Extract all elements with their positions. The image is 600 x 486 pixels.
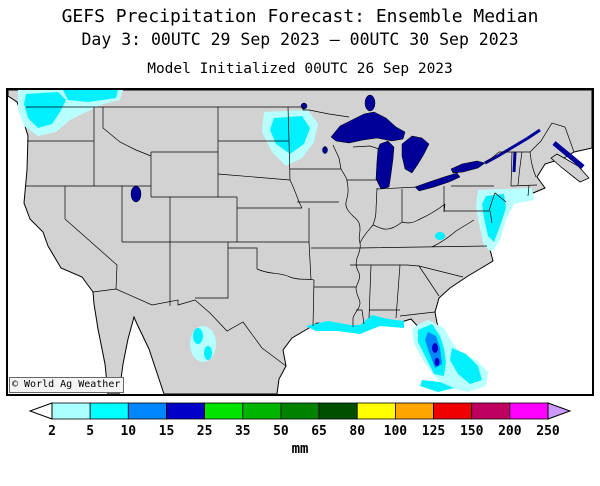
- lake-michigan: [375, 140, 395, 190]
- colorbar-segment: [394, 402, 434, 420]
- colorbar-tick-label: 100: [384, 424, 408, 439]
- colorbar-right-arrow: [547, 402, 572, 420]
- colorbar-segment: [242, 402, 282, 420]
- colorbar-svg: 2 5 10 15 25 35 50 65 80 100 125 150 200 250: [28, 402, 572, 439]
- lake-erie: [414, 172, 461, 192]
- great-salt-lake: [130, 185, 142, 203]
- lakes: [130, 94, 585, 203]
- colorbar-tick-label: 250: [536, 424, 560, 439]
- colorbar-segment: [509, 402, 549, 420]
- us-map-svg: [8, 90, 592, 394]
- lake-nipigon: [364, 94, 376, 112]
- mexico-border: [92, 288, 287, 367]
- bay-of-fundy: [552, 141, 585, 169]
- western-state-lines: [25, 106, 379, 306]
- colorbar-segment: [127, 402, 167, 420]
- colorbar-segment: [51, 402, 91, 420]
- small-lake-minnesota: [322, 146, 328, 154]
- colorbar-segment: [433, 402, 473, 420]
- colorbar-segment: [356, 402, 396, 420]
- canada-border: [26, 106, 575, 164]
- colorbar-tick-label: 80: [349, 424, 365, 439]
- colorbar-tick-label: 15: [159, 424, 175, 439]
- precip-texas-spot1: [193, 328, 203, 344]
- colorbar-tick-label: 25: [197, 424, 213, 439]
- colorbar-tick-label: 5: [86, 424, 94, 439]
- precip-florida-navy2: [434, 358, 440, 366]
- state-borders: [25, 106, 575, 367]
- forecast-map: © World Ag Weather: [6, 88, 594, 396]
- colorbar-segment: [166, 402, 206, 420]
- precip-gulfcoast-band: [306, 315, 404, 334]
- precip-keys-strip: [420, 380, 454, 392]
- colorbar-segment: [204, 402, 244, 420]
- lake-champlain: [512, 151, 517, 173]
- precip-bahamas-blob: [450, 348, 482, 384]
- colorbar-segment: [471, 402, 511, 420]
- lake-of-the-woods: [300, 102, 308, 110]
- central-state-lines: [195, 241, 358, 327]
- precip-plains-core: [270, 116, 310, 154]
- valid-period-subtitle: Day 3: 00UTC 29 Sep 2023 — 00UTC 30 Sep …: [81, 30, 519, 49]
- colorbar-tick-label: 50: [273, 424, 289, 439]
- precip-appalachia-spot: [435, 232, 445, 240]
- eastern-state-lines: [350, 145, 538, 325]
- model-init-line: Model Initialized 00UTC 26 Sep 2023: [147, 61, 453, 77]
- lake-superior: [330, 111, 406, 144]
- colorbar-tick-label: 2: [48, 424, 56, 439]
- colorbar-tick-label: 35: [235, 424, 251, 439]
- colorbar-tick-label: 125: [422, 424, 445, 439]
- precip-florida-navy1: [432, 343, 438, 353]
- copyright-badge: © World Ag Weather: [9, 377, 125, 393]
- lake-huron: [401, 135, 430, 174]
- colorbar-segment: [280, 402, 320, 420]
- precip-eastcoast-core: [482, 194, 506, 242]
- precip-texas-light: [190, 326, 216, 362]
- colorbar-unit-label: mm: [291, 441, 309, 457]
- page-title: GEFS Precipitation Forecast: Ensemble Me…: [61, 6, 539, 27]
- colorbar-left-arrow: [28, 402, 53, 420]
- colorbar-segment: [318, 402, 358, 420]
- colorbar-segment: [89, 402, 129, 420]
- precip-pnw-core: [24, 92, 66, 128]
- colorbar-tick-label: 150: [460, 424, 484, 439]
- precip-overlay: [18, 90, 534, 392]
- colorbar: 2 5 10 15 25 35 50 65 80 100 125 150 200 250: [28, 401, 572, 441]
- colorbar-tick-label: 10: [120, 424, 136, 439]
- st-lawrence-river: [484, 128, 541, 165]
- precip-bc-band: [63, 90, 118, 102]
- lake-ontario: [450, 160, 486, 174]
- precip-texas-spot2: [204, 346, 212, 360]
- colorbar-tick-label: 200: [498, 424, 522, 439]
- colorbar-tick-label: 65: [311, 424, 327, 439]
- mississippi-river: [340, 168, 361, 327]
